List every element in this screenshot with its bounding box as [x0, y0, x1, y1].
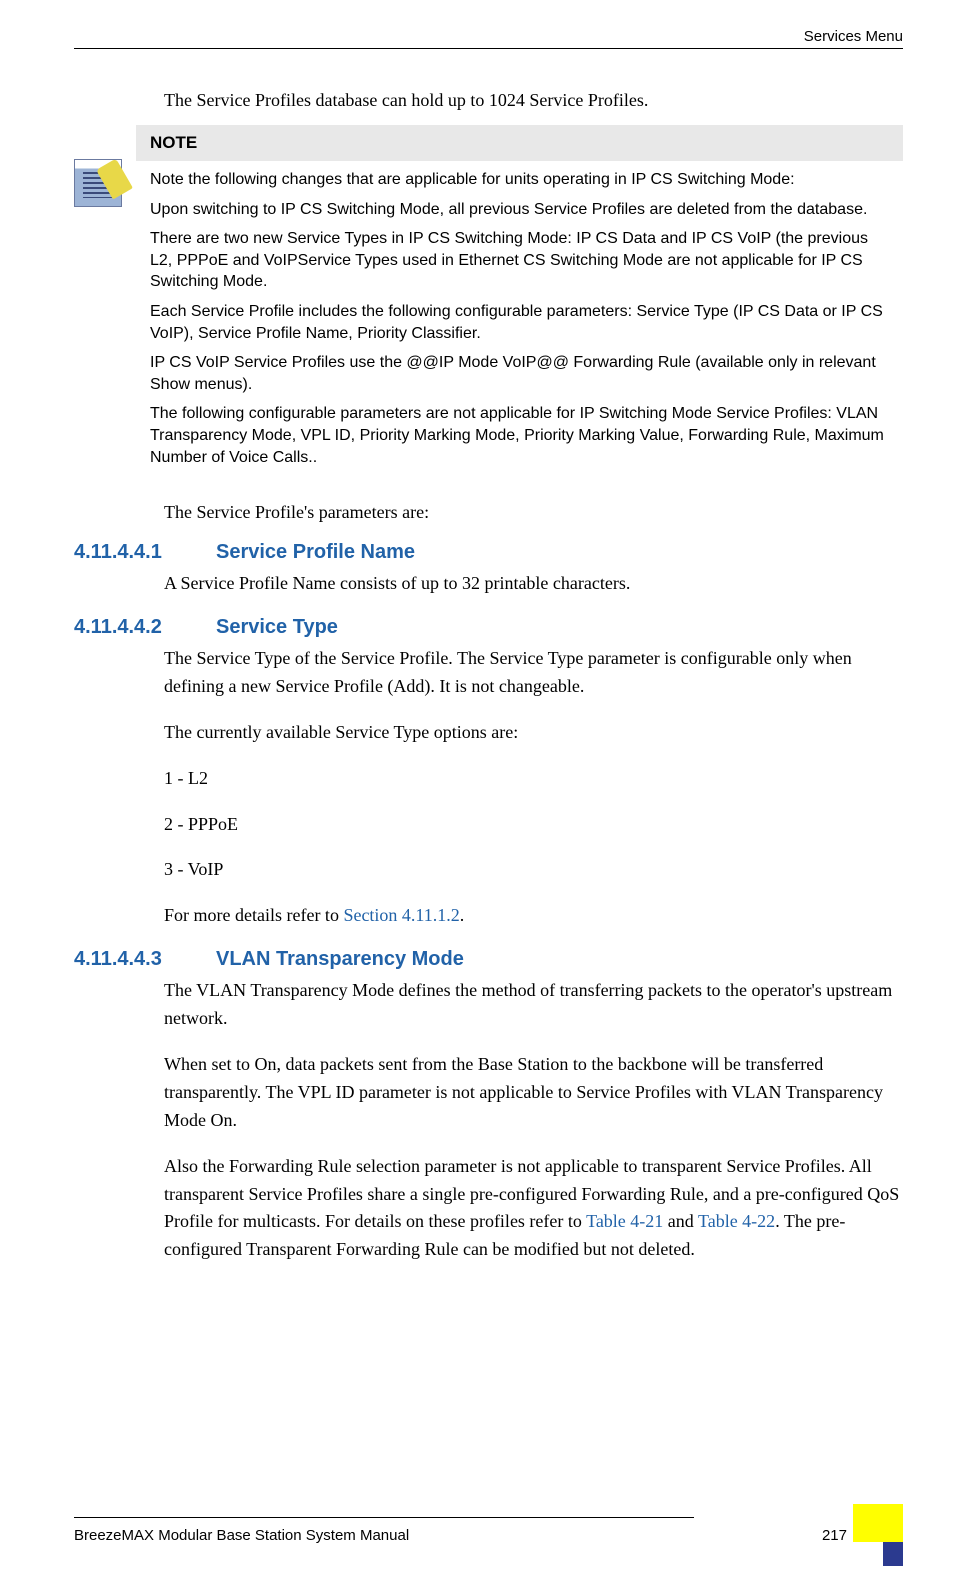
section-title: Service Profile Name [216, 541, 415, 564]
note-box: NOTE Note the following changes that are… [74, 125, 903, 476]
note-paragraph: Upon switching to IP CS Switching Mode, … [150, 199, 889, 221]
page: Services Menu The Service Profiles datab… [0, 0, 977, 1596]
footer-accent [853, 1504, 903, 1566]
note-paragraph: Each Service Profile includes the follow… [150, 301, 889, 344]
params-intro: The Service Profile's parameters are: [164, 502, 903, 523]
accent-blue [883, 1542, 903, 1566]
cross-reference[interactable]: Table 4-22 [698, 1211, 775, 1231]
section-number: 4.11.4.4.1 [74, 541, 192, 564]
note-paragraph: There are two new Service Types in IP CS… [150, 228, 889, 293]
body-paragraph: The Service Type of the Service Profile.… [164, 645, 903, 701]
body-paragraph: The VLAN Transparency Mode defines the m… [164, 977, 903, 1033]
header-rule [74, 48, 903, 49]
footer-page-number: 217 [822, 1527, 847, 1544]
text-run: For more details refer to [164, 905, 343, 925]
note-body: NOTE Note the following changes that are… [136, 125, 903, 476]
intro-text: The Service Profiles database can hold u… [164, 90, 903, 111]
text-run: . [460, 905, 465, 925]
note-paragraph: Note the following changes that are appl… [150, 169, 889, 191]
content-area: The Service Profiles database can hold u… [74, 90, 903, 1282]
text-run: and [663, 1211, 698, 1231]
note-paragraph: IP CS VoIP Service Profiles use the @@IP… [150, 352, 889, 395]
section-heading: 4.11.4.4.1 Service Profile Name [74, 541, 903, 564]
header-section-label: Services Menu [804, 28, 903, 45]
body-paragraph: A Service Profile Name consists of up to… [164, 570, 903, 598]
body-paragraph: 2 - PPPoE [164, 811, 903, 839]
body-paragraph: Also the Forwarding Rule selection param… [164, 1153, 903, 1265]
note-label: NOTE [136, 125, 903, 161]
footer-doc-title: BreezeMAX Modular Base Station System Ma… [74, 1527, 409, 1544]
footer-rule [74, 1517, 694, 1518]
section-number: 4.11.4.4.3 [74, 948, 192, 971]
body-paragraph: When set to On, data packets sent from t… [164, 1051, 903, 1135]
cross-reference[interactable]: Table 4-21 [586, 1211, 663, 1231]
accent-yellow [853, 1504, 903, 1542]
note-text: Note the following changes that are appl… [136, 161, 903, 468]
body-paragraph: The currently available Service Type opt… [164, 719, 903, 747]
cross-reference[interactable]: Section 4.11.1.2 [343, 905, 459, 925]
section-title: Service Type [216, 616, 338, 639]
note-icon [74, 159, 122, 207]
section-number: 4.11.4.4.2 [74, 616, 192, 639]
body-paragraph: 3 - VoIP [164, 856, 903, 884]
section-title: VLAN Transparency Mode [216, 948, 464, 971]
body-paragraph: For more details refer to Section 4.11.1… [164, 902, 903, 930]
section-heading: 4.11.4.4.3 VLAN Transparency Mode [74, 948, 903, 971]
section-heading: 4.11.4.4.2 Service Type [74, 616, 903, 639]
note-paragraph: The following configurable parameters ar… [150, 403, 889, 468]
body-paragraph: 1 - L2 [164, 765, 903, 793]
